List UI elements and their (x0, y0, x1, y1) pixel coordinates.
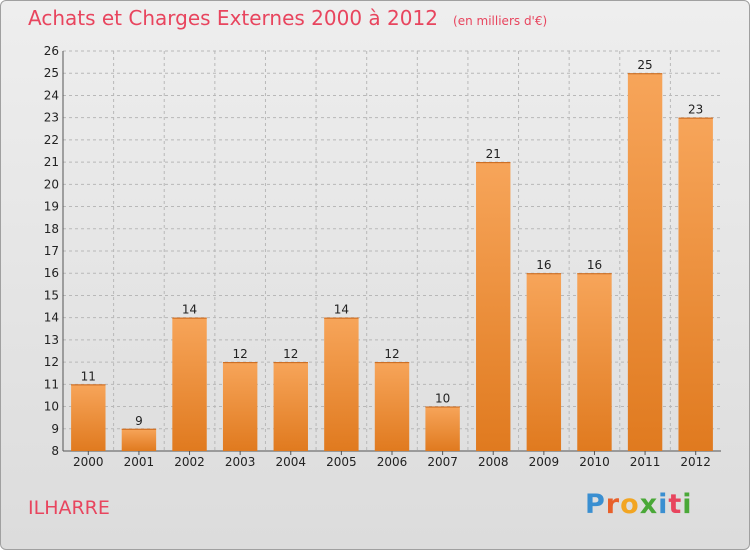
logo-letter: t (668, 489, 683, 520)
bar-2004 (273, 362, 308, 451)
y-tick-label: 11 (44, 377, 59, 391)
y-tick-label: 8 (51, 444, 59, 458)
y-tick-label: 18 (44, 222, 59, 236)
bar-2003 (222, 362, 258, 451)
x-tick-label: 2006 (377, 455, 408, 469)
value-label: 25 (637, 58, 652, 72)
y-tick-label: 9 (51, 422, 59, 436)
bar-2002 (172, 317, 207, 451)
commune-name: ILHARRE (28, 497, 110, 519)
x-tick-label: 2000 (73, 455, 104, 469)
y-tick-label: 17 (44, 244, 59, 258)
y-tick-label: 26 (44, 44, 59, 58)
y-tick-label: 10 (44, 400, 59, 414)
chart-title: Achats et Charges Externes 2000 à 2012 (… (28, 6, 547, 30)
y-tick-label: 20 (44, 177, 59, 191)
proxiti-logo: Proxiti (585, 489, 693, 520)
value-label: 14 (334, 303, 349, 317)
y-tick-label: 22 (44, 133, 59, 147)
value-label: 12 (384, 347, 399, 361)
x-tick-label: 2003 (225, 455, 256, 469)
y-tick-label: 24 (44, 88, 59, 102)
y-tick-label: 16 (44, 266, 59, 280)
value-label: 21 (486, 147, 501, 161)
x-tick-label: 2002 (174, 455, 205, 469)
x-tick-label: 2012 (680, 455, 711, 469)
bar-2011 (627, 73, 663, 451)
title-text: Achats et Charges Externes 2000 à 2012 (28, 6, 438, 30)
logo-letter: x (639, 489, 659, 520)
value-label: 10 (435, 392, 450, 406)
bar-2000 (71, 384, 106, 451)
bar-2008 (476, 162, 511, 451)
bar-2009 (526, 273, 562, 451)
bar-2005 (324, 317, 359, 451)
logo-letter: P (585, 489, 606, 520)
value-label: 23 (688, 103, 703, 117)
y-tick-label: 23 (44, 111, 59, 125)
y-tick-label: 12 (44, 355, 59, 369)
bar-2001 (121, 428, 157, 451)
logo-letter: r (605, 489, 621, 520)
value-label: 12 (283, 347, 298, 361)
value-label: 12 (233, 347, 248, 361)
x-tick-label: 2009 (529, 455, 560, 469)
value-label: 16 (587, 258, 602, 272)
y-tick-label: 21 (44, 155, 59, 169)
x-tick-label: 2005 (326, 455, 357, 469)
logo-letter: i (682, 489, 693, 520)
x-tick-label: 2011 (630, 455, 661, 469)
bars (71, 73, 713, 452)
value-label: 11 (81, 369, 96, 383)
bar-2010 (577, 273, 612, 451)
y-tick-label: 13 (44, 333, 59, 347)
logo-letter: i (658, 489, 669, 520)
x-tick-label: 2008 (478, 455, 509, 469)
logo-letter: o (620, 489, 640, 520)
bar-2007 (425, 406, 460, 451)
unit-text: (en milliers d'€) (453, 14, 548, 28)
x-tick-label: 2007 (427, 455, 458, 469)
value-label: 16 (536, 258, 551, 272)
x-tick-label: 2010 (579, 455, 610, 469)
y-tick-label: 25 (44, 66, 59, 80)
x-tick-label: 2004 (275, 455, 306, 469)
y-tick-label: 14 (44, 311, 59, 325)
x-tick-label: 2001 (124, 455, 155, 469)
bar-2012 (678, 117, 713, 452)
value-labels: 11 9 14 12 12 14 12 10 21 16 16 25 23 (81, 58, 704, 428)
y-tick-label: 15 (44, 288, 59, 302)
value-label: 9 (135, 414, 143, 428)
value-label: 14 (182, 303, 197, 317)
bar-2006 (374, 362, 410, 451)
y-tick-label: 19 (44, 200, 59, 214)
